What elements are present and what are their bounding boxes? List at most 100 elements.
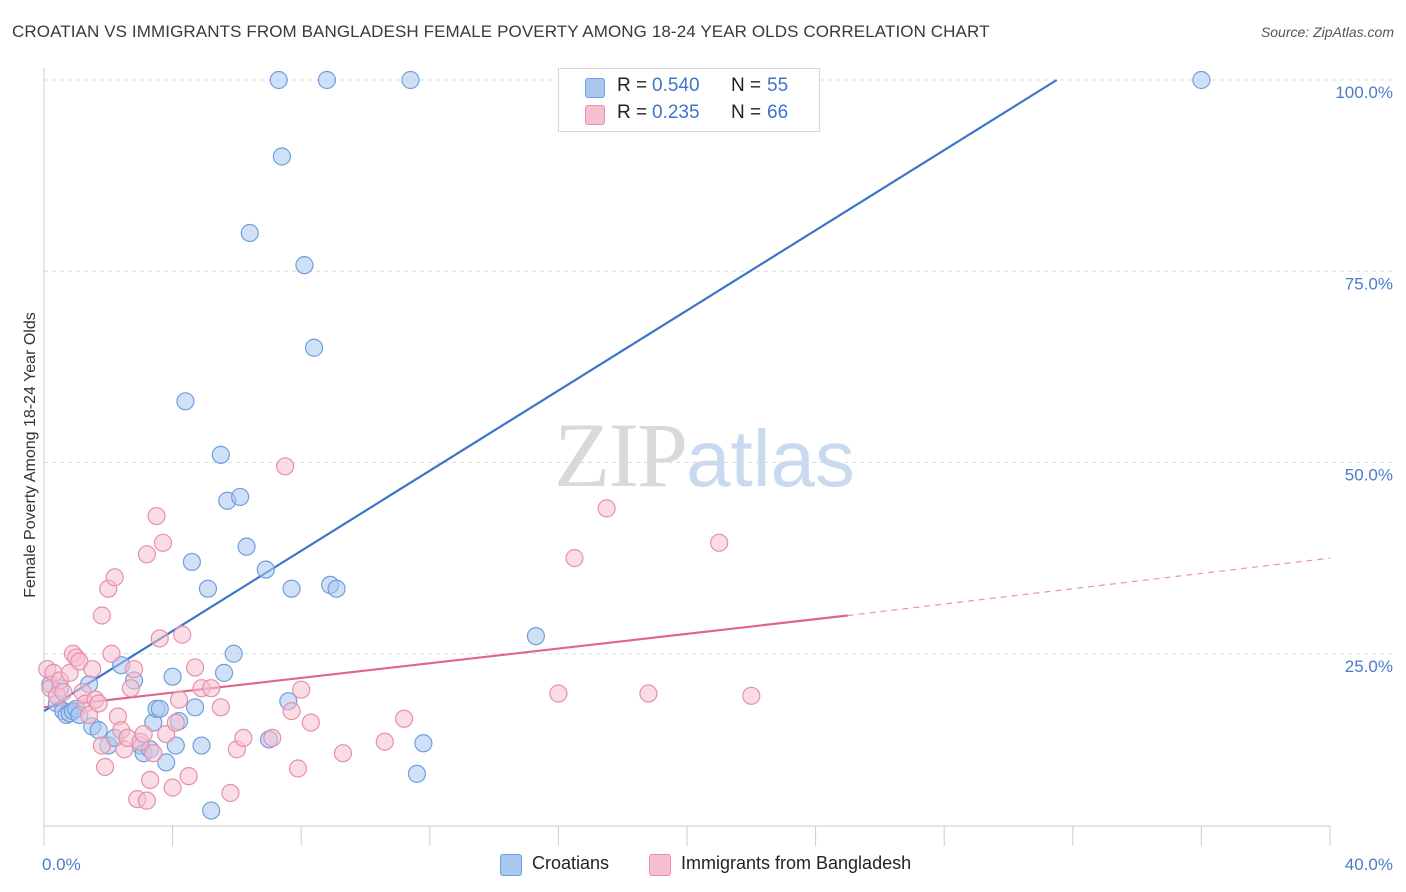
- croatians-point: [211, 445, 230, 464]
- bangladesh-point: [333, 744, 353, 763]
- bangladesh-swatch: [649, 854, 671, 876]
- bangladesh-point: [288, 759, 308, 778]
- bangladesh-point: [639, 684, 658, 703]
- y-tick-label: 100.0%: [1335, 83, 1393, 102]
- bangladesh-point: [92, 736, 111, 755]
- watermark-zip: ZIP: [554, 404, 688, 506]
- croatians-point: [224, 644, 243, 663]
- croatians-point: [198, 579, 218, 598]
- chart-title: CROATIAN VS IMMIGRANTS FROM BANGLADESH F…: [12, 22, 990, 41]
- bangladesh-point: [83, 659, 102, 679]
- croatians-point: [256, 560, 275, 579]
- croatians-point: [407, 764, 427, 783]
- croatians-point: [295, 256, 314, 275]
- croatians-point: [327, 579, 346, 598]
- bangladesh-point: [211, 698, 230, 717]
- bangladesh-label: Immigrants from Bangladesh: [681, 853, 912, 873]
- bangladesh-point: [169, 690, 189, 709]
- bangladesh-point: [221, 783, 240, 803]
- legend-r-label: R =: [617, 102, 648, 123]
- bangladesh-point: [144, 744, 163, 763]
- bangladesh-point: [186, 658, 205, 677]
- croatians-point: [269, 70, 288, 90]
- bangladesh-point: [150, 629, 169, 648]
- grid-lines: [44, 79, 1392, 655]
- legend-r-value: 0.540: [652, 75, 700, 96]
- bangladesh-point: [137, 791, 156, 810]
- croatians-point: [150, 699, 169, 718]
- croatians-swatch: [500, 854, 522, 876]
- bangladesh-point: [276, 457, 295, 476]
- bangladesh-point: [153, 533, 173, 552]
- croatians-point: [231, 487, 250, 507]
- bangladesh-point: [166, 713, 185, 732]
- bangladesh-point: [202, 679, 221, 698]
- series-legend: Croatians Immigrants from Bangladesh: [0, 852, 1406, 878]
- legend-swatch-pink: [585, 105, 605, 125]
- croatians-point: [202, 801, 221, 820]
- axis-labels: 25.0% 50.0% 75.0% 100.0% 0.0% 40.0% Female Pov…: [22, 83, 1393, 874]
- bangladesh-point: [105, 568, 124, 587]
- correlation-legend: R = 0.540 N = 55 R = 0.235 N = 66: [558, 68, 820, 132]
- croatians-point: [526, 627, 545, 646]
- bangladesh-point: [147, 506, 166, 526]
- bangladesh-point: [121, 679, 140, 698]
- bangladesh-point: [92, 606, 111, 625]
- y-axis-title: Female Poverty Among 18-24 Year Olds: [22, 312, 39, 598]
- croatians-point: [186, 698, 205, 717]
- y-tick-label: 50.0%: [1345, 466, 1393, 485]
- bangladesh-point: [179, 767, 198, 786]
- y-tick-label: 25.0%: [1345, 657, 1393, 676]
- croatians-point: [401, 70, 420, 90]
- croatians-point: [192, 736, 211, 755]
- bangladesh-point: [234, 728, 253, 748]
- bangladesh-point: [565, 549, 584, 568]
- croatians-point: [176, 392, 195, 411]
- bangladesh-point: [742, 686, 761, 705]
- bangladesh-point: [124, 659, 144, 679]
- x-tick-label-min: 0.0%: [42, 855, 81, 874]
- legend-r-label: R =: [617, 75, 648, 96]
- croatians-point: [304, 338, 324, 357]
- croatians-point: [163, 667, 182, 686]
- croatians-point: [214, 663, 234, 682]
- y-tick-label: 75.0%: [1345, 274, 1393, 293]
- source-credit: Source: ZipAtlas.com: [1260, 24, 1394, 40]
- croatians-point: [237, 537, 256, 556]
- bangladesh-point: [282, 702, 301, 721]
- bangladesh-point: [137, 545, 156, 564]
- bangladesh-point: [134, 724, 153, 744]
- bangladesh-point: [710, 533, 729, 552]
- legend-swatch-blue: [585, 78, 605, 98]
- croatians-point: [89, 721, 108, 740]
- croatians-trend-line: [43, 79, 1058, 713]
- bangladesh-trend-line: [43, 614, 848, 709]
- legend-n-value: 55: [767, 75, 789, 96]
- croatians-point: [157, 753, 176, 772]
- bangladesh-point: [163, 778, 182, 797]
- trend-lines: [43, 79, 1331, 713]
- x-tick-label-max: 40.0%: [1345, 855, 1393, 874]
- bangladesh-point: [54, 682, 73, 702]
- croatians-point: [240, 223, 259, 243]
- croatians-point: [282, 579, 301, 598]
- bangladesh-point: [140, 770, 160, 790]
- croatians-point: [182, 552, 201, 572]
- legend-n-label: N =: [731, 75, 762, 96]
- bangladesh-point: [102, 644, 121, 663]
- axes: [43, 68, 1331, 846]
- bangladesh-trend-extension: [847, 557, 1331, 617]
- croatians-point: [317, 70, 337, 90]
- data-points: [38, 70, 1211, 820]
- watermark-atlas: atlas: [686, 414, 855, 503]
- bangladesh-point: [173, 625, 192, 644]
- bangladesh-point: [549, 684, 568, 703]
- bangladesh-point: [375, 732, 394, 751]
- bangladesh-point: [89, 694, 108, 713]
- watermark: ZIPatlas: [554, 402, 855, 508]
- croatians-point: [272, 147, 292, 166]
- bangladesh-point: [301, 713, 320, 732]
- croatians-point: [414, 734, 433, 753]
- bangladesh-point: [394, 709, 414, 728]
